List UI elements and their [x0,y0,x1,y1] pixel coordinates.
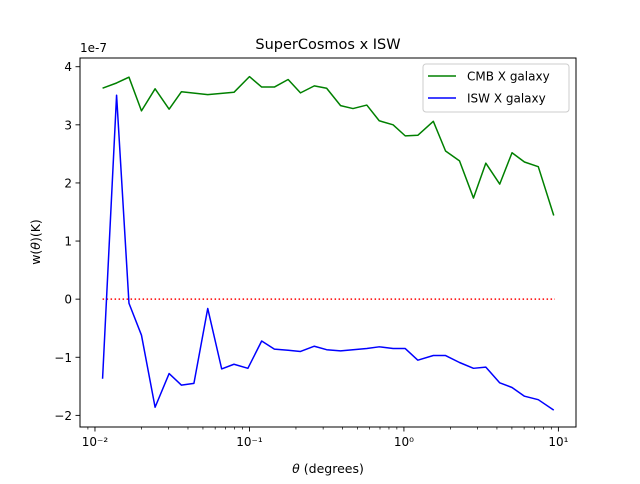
y-axis-label: w(θ)(K) [28,219,43,265]
legend-box [422,63,570,113]
x-tick-label: 10¹ [548,435,568,449]
y-tick-label: 3 [64,118,72,132]
y-tick-label: 4 [64,60,72,74]
series-line-0 [102,75,555,216]
x-axis-label: θ (degrees) [292,461,364,476]
axes-frame [79,57,577,428]
y-tick-label: 1 [64,235,72,249]
x-tick-label: 10⁻¹ [236,435,263,449]
y-tick-label: −1 [54,351,72,365]
y-offset-label: 1e-7 [80,41,107,55]
legend-label-1: ISW X galaxy [467,92,546,106]
y-axis: −2 −1 0 1 2 3 4 [54,60,80,423]
legend-label-0: CMB X galaxy [467,70,550,84]
x-tick-label: 10⁻² [82,435,109,449]
y-tick-label: 2 [64,176,72,190]
plot-area [101,75,555,411]
legend: CMB X galaxy ISW X galaxy [422,63,570,113]
chart-title: SuperCosmos x ISW [255,37,400,53]
x-axis: 10⁻² 10⁻¹ 10⁰ 10¹ [82,427,569,449]
y-tick-label: −2 [54,409,72,423]
series-line-1 [101,94,555,411]
x-tick-label: 10⁰ [394,435,414,449]
y-tick-label: 0 [64,293,72,307]
